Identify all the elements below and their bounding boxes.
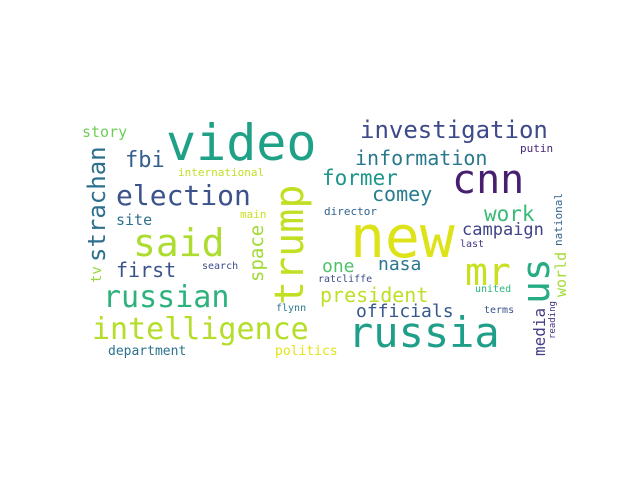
word-reading: reading xyxy=(548,301,558,339)
word-ratcliffe: ratcliffe xyxy=(318,274,373,285)
word-tv: tv xyxy=(89,266,105,283)
word-campaign: campaign xyxy=(462,220,544,240)
word-search: search xyxy=(202,261,239,272)
word-nasa: nasa xyxy=(378,254,422,275)
word-flynn: flynn xyxy=(276,303,307,314)
word-main: main xyxy=(240,208,267,221)
word-one: one xyxy=(322,256,355,277)
word-russian: russian xyxy=(103,280,230,315)
word-officials: officials xyxy=(356,301,454,322)
word-fbi: fbi xyxy=(125,148,165,173)
word-united: united xyxy=(475,284,512,295)
word-work: work xyxy=(484,202,535,226)
word-site: site xyxy=(116,211,153,229)
word-media: media xyxy=(530,307,549,356)
word-comey: comey xyxy=(372,182,433,206)
word-cloud: video new cnn said russia trump intelligence mr… xyxy=(80,116,580,366)
word-trump: trump xyxy=(267,184,313,305)
word-story: story xyxy=(82,123,128,141)
word-new: new xyxy=(350,203,455,271)
word-department: department xyxy=(108,344,187,359)
word-international: international xyxy=(178,166,265,179)
word-first: first xyxy=(116,258,177,282)
word-last: last xyxy=(460,239,485,250)
word-national: national xyxy=(552,193,565,246)
word-video: video xyxy=(166,116,317,172)
word-director: director xyxy=(324,205,377,218)
word-politics: politics xyxy=(275,344,338,359)
word-putin: putin xyxy=(520,142,554,155)
word-strachan: strachan xyxy=(83,146,111,262)
word-terms: terms xyxy=(484,305,515,316)
word-mr: mr xyxy=(465,250,511,294)
word-said: said xyxy=(133,221,225,265)
word-us: us xyxy=(514,258,558,304)
word-space: space xyxy=(246,224,268,282)
word-president: president xyxy=(320,283,429,307)
word-intelligence: intelligence xyxy=(92,312,309,347)
word-election: election xyxy=(116,179,251,212)
word-former: former xyxy=(322,166,398,190)
word-information: information xyxy=(355,146,488,170)
word-russia: russia xyxy=(348,308,500,357)
word-investigation: investigation xyxy=(360,116,548,144)
word-cnn: cnn xyxy=(452,157,525,203)
word-world: world xyxy=(552,251,570,297)
